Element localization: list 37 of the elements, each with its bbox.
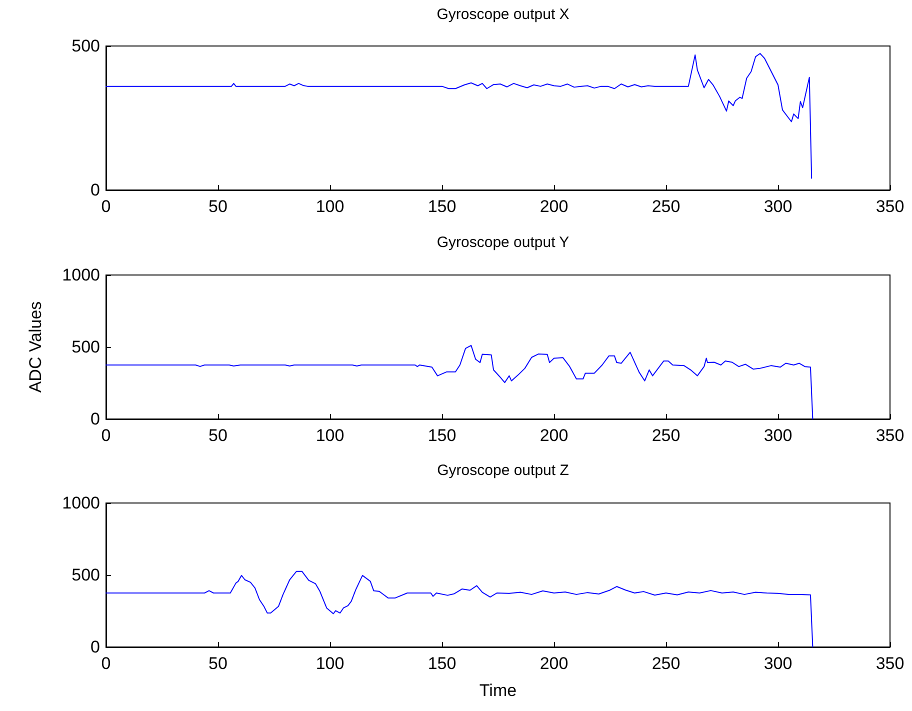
x-tick-label: 100 [316,197,344,216]
x-tick-label: 200 [540,197,568,216]
x-tick-label: 150 [428,654,456,673]
y-tick-label: 1000 [62,494,100,512]
x-tick-label: 250 [652,426,680,445]
y-tick-label: 0 [90,410,100,428]
y-axis-title: ADC Values [26,301,45,393]
x-tick-label: 350 [876,197,904,216]
x-tick-label: 300 [764,426,792,445]
x-tick-label: 50 [208,197,228,216]
x-tick-label: 50 [208,654,228,673]
x-tick-label: 100 [316,654,344,673]
x-tick-label: 300 [764,197,792,216]
y-tick-label: 500 [72,566,100,584]
line-series [106,570,814,648]
y-tick-label: 500 [72,36,100,56]
line-series [106,52,812,179]
x-tick-label: 100 [316,426,344,445]
x-tick-label: 350 [876,426,904,445]
x-tick-label: 250 [652,197,680,216]
x-axis-title: Time [479,681,517,700]
x-tick-label: 150 [428,197,456,216]
x-tick-label: 200 [540,654,568,673]
chart-title: Gyroscope output Z [437,462,569,479]
x-tick-label: 50 [208,426,228,445]
x-tick-label: 300 [764,654,792,673]
x-tick-label: 350 [876,654,904,673]
chart-title: Gyroscope output Y [436,234,570,251]
line-series [106,344,814,420]
y-tick-label: 1000 [62,266,100,284]
y-tick-label: 0 [90,638,100,656]
y-tick-label: 500 [72,338,100,356]
chart-title: Gyroscope output X [436,6,570,23]
x-tick-label: 250 [652,654,680,673]
y-tick-label: 0 [90,180,100,200]
x-tick-label: 200 [540,426,568,445]
x-tick-label: 150 [428,426,456,445]
